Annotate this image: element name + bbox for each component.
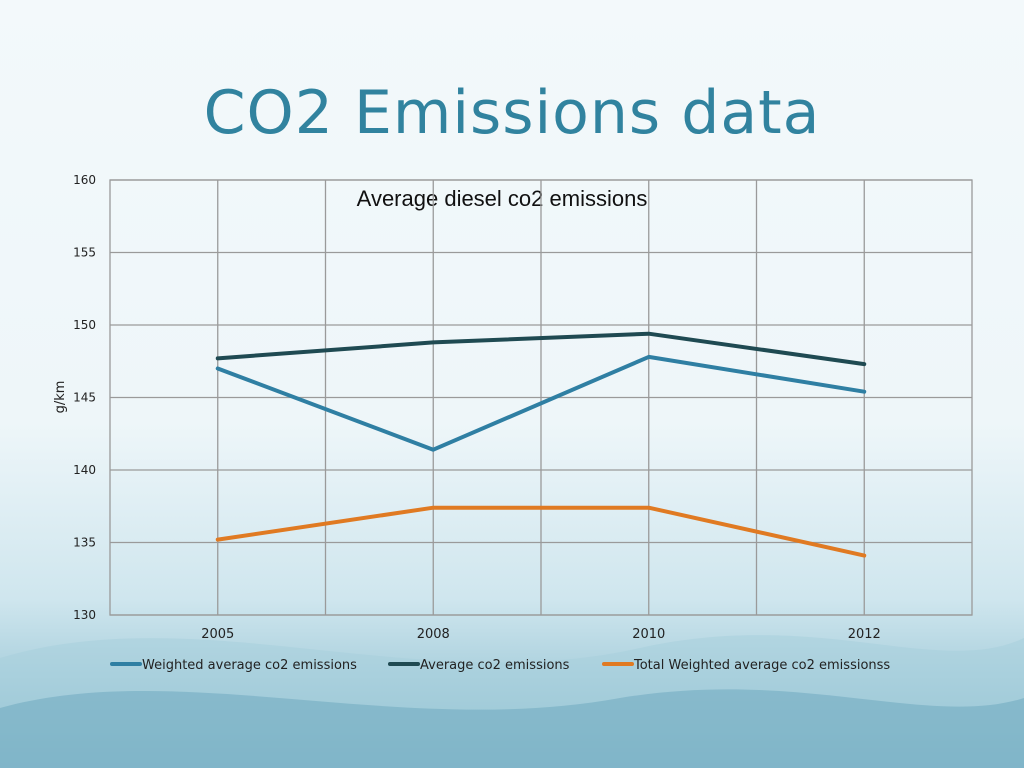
y-tick-label: 155 — [73, 246, 96, 260]
slide-title: CO2 Emissions data — [203, 78, 821, 148]
y-tick-label: 130 — [73, 608, 96, 622]
legend-label: Total Weighted average co2 emissionss — [633, 658, 890, 673]
x-tick-label: 2005 — [201, 627, 234, 642]
y-tick-label: 135 — [73, 536, 96, 550]
y-tick-label: 150 — [73, 318, 96, 332]
legend-label: Average co2 emissions — [420, 658, 570, 673]
series-line — [215, 331, 867, 367]
y-tick-label: 145 — [73, 391, 96, 405]
x-tick-label: 2012 — [848, 627, 881, 642]
legend-label: Weighted average co2 emissions — [142, 658, 357, 673]
y-axis-label: g/km — [53, 381, 68, 414]
y-tick-label: 160 — [73, 173, 96, 187]
series-line — [215, 505, 867, 558]
y-tick-label: 140 — [73, 463, 96, 477]
x-tick-label: 2008 — [417, 627, 450, 642]
series-line — [215, 354, 867, 452]
x-tick-label: 2010 — [632, 627, 665, 642]
chart-title: Average diesel co2 emissions — [357, 186, 648, 211]
